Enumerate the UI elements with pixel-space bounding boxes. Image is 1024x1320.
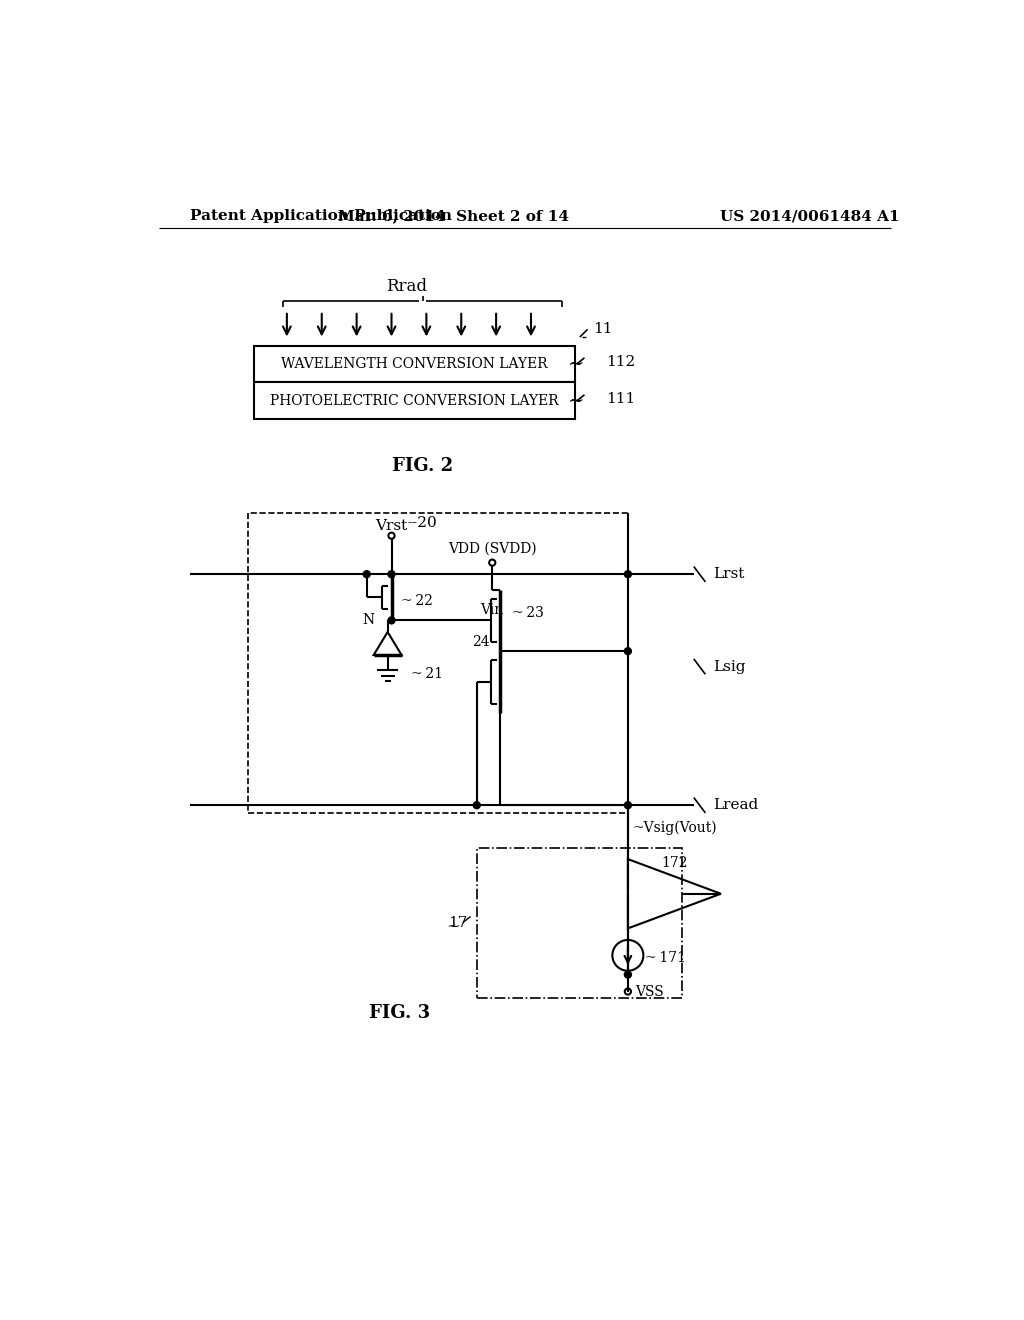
Text: Vin: Vin [480,603,504,616]
Circle shape [388,570,395,578]
Text: FIG. 3: FIG. 3 [369,1005,430,1022]
Text: ~ 21: ~ 21 [411,668,442,681]
Text: ~Vsig(Vout): ~Vsig(Vout) [633,821,717,836]
Text: ~: ~ [446,917,461,935]
Text: Lsig: Lsig [713,660,745,673]
Text: --20: --20 [407,516,437,531]
Text: Patent Application Publication: Patent Application Publication [190,209,452,223]
Circle shape [625,570,632,578]
Circle shape [364,570,371,578]
Text: ~ 22: ~ 22 [400,594,433,609]
Text: VSS: VSS [636,985,665,998]
Text: 111: 111 [606,392,636,405]
Text: Lrst: Lrst [713,568,744,581]
Text: N: N [362,614,375,627]
Text: ~ 23: ~ 23 [512,606,544,619]
Text: VDD (SVDD): VDD (SVDD) [447,541,537,556]
Text: Lread: Lread [713,799,759,812]
Text: ~ 171: ~ 171 [645,950,686,965]
Text: ~: ~ [567,355,584,374]
Text: Mar. 6, 2014  Sheet 2 of 14: Mar. 6, 2014 Sheet 2 of 14 [338,209,569,223]
Text: 11: 11 [593,322,612,337]
Text: US 2014/0061484 A1: US 2014/0061484 A1 [720,209,900,223]
Circle shape [473,801,480,809]
Text: PHOTOELECTRIC CONVERSION LAYER: PHOTOELECTRIC CONVERSION LAYER [270,393,559,408]
Circle shape [625,648,632,655]
Text: 24: 24 [472,635,489,649]
Text: Rrad: Rrad [386,279,427,296]
Circle shape [625,801,632,809]
Text: ~: ~ [567,392,584,411]
Circle shape [388,616,395,624]
Text: 17: 17 [449,916,467,929]
Circle shape [625,972,632,978]
Bar [254,383,575,420]
Text: 112: 112 [606,355,636,368]
Text: FIG. 2: FIG. 2 [392,458,453,475]
Text: Vrst: Vrst [376,520,408,533]
Bar [248,512,628,813]
Bar [477,847,682,998]
Text: 172: 172 [662,855,688,870]
Text: WAVELENGTH CONVERSION LAYER: WAVELENGTH CONVERSION LAYER [281,356,548,371]
Bar [254,346,575,383]
